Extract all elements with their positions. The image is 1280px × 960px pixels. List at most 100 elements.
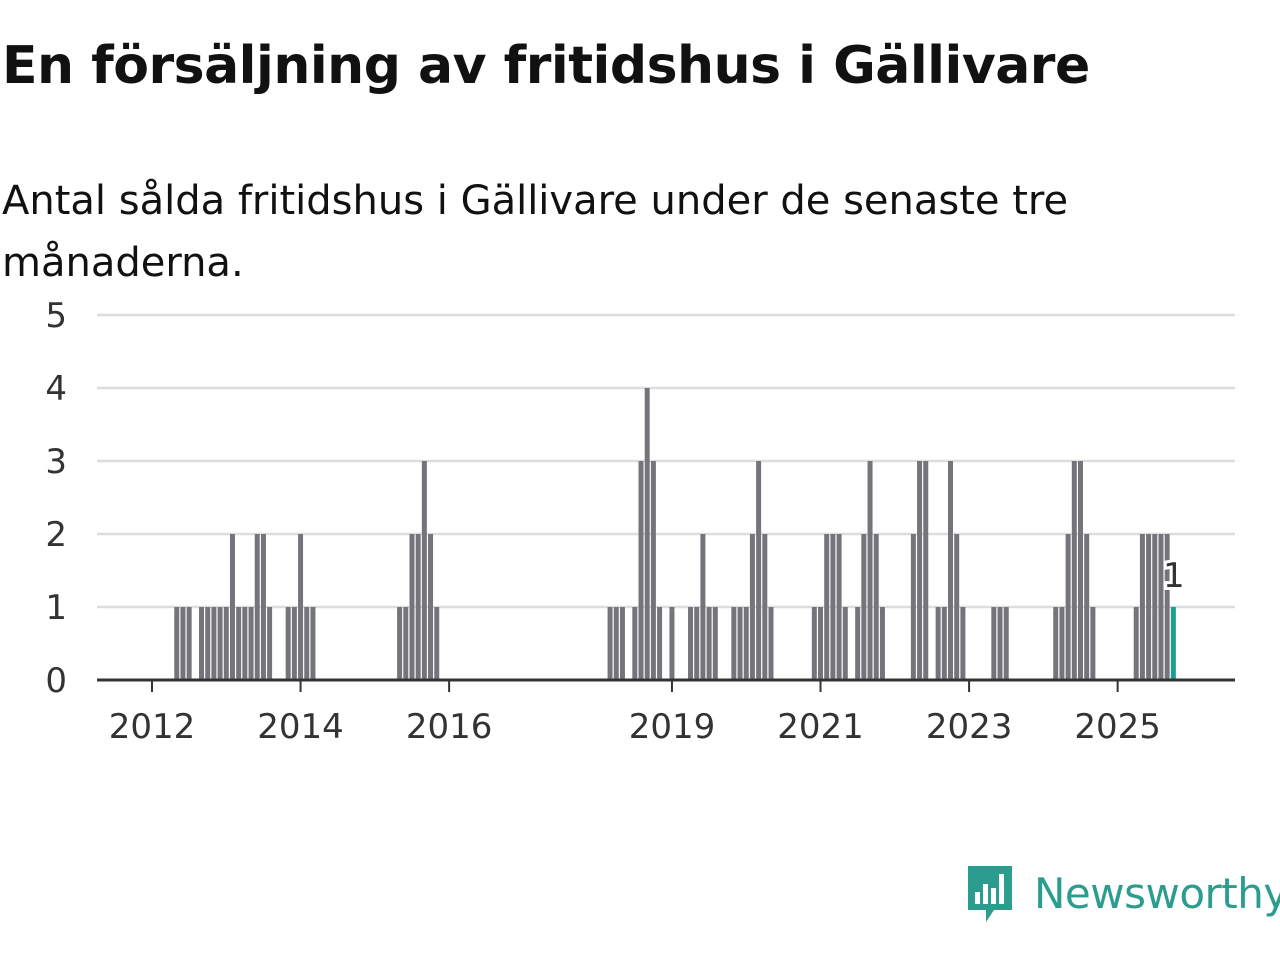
bar [997, 607, 1003, 680]
x-tick-label: 2014 [257, 707, 344, 747]
bar [1053, 607, 1059, 680]
bar [298, 534, 304, 680]
bar [954, 534, 960, 680]
bar [310, 607, 316, 680]
bar [700, 534, 706, 680]
bar [217, 607, 223, 680]
bar [211, 607, 217, 680]
bar [694, 607, 700, 680]
chart-title: En försäljning av fritidshus i Gällivare [2, 36, 1090, 96]
bar [811, 607, 817, 680]
bar [254, 534, 260, 680]
bar [743, 607, 749, 680]
bar [223, 607, 229, 680]
bar [650, 461, 656, 680]
y-tick-label: 0 [45, 661, 67, 701]
bar [836, 534, 842, 680]
bar [1071, 461, 1077, 680]
bar [991, 607, 997, 680]
bar [236, 607, 242, 680]
bar [1084, 534, 1090, 680]
bar [1059, 607, 1065, 680]
bar [638, 461, 644, 680]
bar [1078, 461, 1083, 680]
bar [260, 534, 266, 680]
brand-name: Newsworthy [1034, 868, 1280, 918]
bar [669, 607, 675, 680]
bar [688, 607, 694, 680]
bar [756, 461, 762, 680]
bar [861, 534, 867, 680]
bar [935, 607, 941, 680]
bar [1158, 534, 1164, 680]
bar [434, 607, 440, 680]
chart-subtitle: Antal sålda fritidshus i Gällivare under… [2, 178, 1069, 286]
y-tick-label: 1 [45, 588, 67, 628]
bar [632, 607, 638, 680]
bar [304, 607, 310, 680]
bar [180, 607, 186, 680]
bar [1065, 534, 1071, 680]
bar-highlight [1170, 607, 1176, 680]
bar [657, 607, 663, 680]
bar [613, 607, 619, 680]
y-tick-label: 4 [45, 369, 67, 409]
bar [285, 607, 291, 680]
newsworthy-logo[interactable]: Newsworthy [964, 862, 1280, 924]
bar [415, 534, 421, 680]
bar [428, 534, 434, 680]
bar [186, 607, 192, 680]
bar [267, 607, 273, 680]
x-tick-label: 2023 [926, 707, 1013, 747]
bar [421, 461, 427, 680]
newsworthy-chart-bubble-icon [968, 866, 1012, 922]
bar [248, 607, 254, 680]
bar [867, 461, 873, 680]
bar [706, 607, 712, 680]
bar [762, 534, 768, 680]
bar [873, 534, 879, 680]
bar [737, 607, 743, 680]
bar [199, 607, 205, 680]
bar [842, 607, 848, 680]
bar [948, 461, 954, 680]
bar [731, 607, 737, 680]
bar [242, 607, 248, 680]
bar [1090, 607, 1096, 680]
bar [960, 607, 966, 680]
bar [229, 534, 235, 680]
bar [712, 607, 718, 680]
bar [397, 607, 403, 680]
bar [910, 534, 916, 680]
bar [879, 607, 885, 680]
bar [1003, 607, 1009, 680]
bar [607, 607, 613, 680]
bar [644, 388, 650, 680]
x-tick-label: 2025 [1074, 707, 1161, 747]
bar [824, 534, 830, 680]
data-label: 1 [1163, 556, 1185, 596]
bar [855, 607, 861, 680]
bar [768, 607, 774, 680]
y-tick-label: 3 [45, 442, 67, 482]
x-tick-label: 2016 [406, 707, 493, 747]
y-tick-label: 2 [45, 515, 67, 555]
bar [1146, 534, 1152, 680]
bar [1133, 607, 1139, 680]
bar [1152, 534, 1158, 680]
x-tick-label: 2021 [777, 707, 864, 747]
x-tick-label: 2019 [629, 707, 716, 747]
y-tick-label: 5 [45, 296, 67, 336]
bar [291, 607, 297, 680]
bar [1139, 534, 1145, 680]
bar [749, 534, 755, 680]
bar [619, 607, 625, 680]
x-tick-label: 2012 [109, 707, 196, 747]
bar [830, 534, 836, 680]
bar [941, 607, 947, 680]
bar-chart: 0 1 2 3 4 5 1 2012 2014 2016 2019 2021 2023 2025 [45, 296, 1235, 747]
bar [923, 461, 929, 680]
bar [403, 607, 409, 680]
bar [409, 534, 415, 680]
bar [917, 461, 923, 680]
